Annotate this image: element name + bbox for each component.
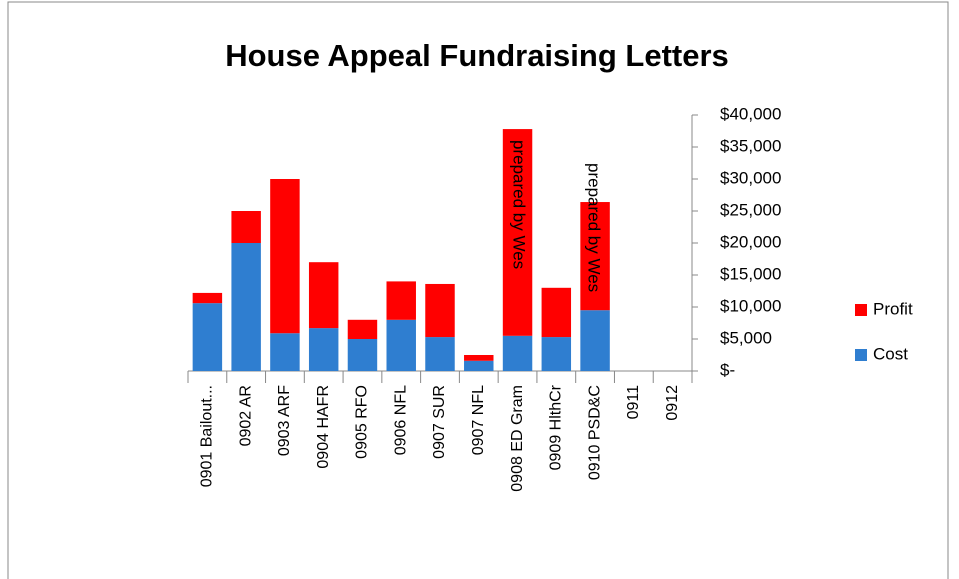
bar-segment — [308, 262, 339, 329]
bar-segment — [231, 211, 261, 243]
x-tick-label: 0911 — [625, 385, 642, 420]
y-tick-label: $- — [720, 360, 735, 379]
bar-segment — [347, 339, 378, 371]
x-tick-label: 0901 Bailout... — [199, 385, 216, 487]
y-tick-label: $15,000 — [720, 264, 781, 283]
bar-segment — [580, 202, 610, 311]
bar-segment — [541, 337, 572, 371]
bar-segment — [425, 283, 455, 338]
bar-segment — [231, 243, 261, 371]
legend-swatch — [855, 349, 867, 361]
x-tick-label: 0902 AR — [237, 385, 254, 446]
chart-frame — [7, 1, 949, 579]
legend-label: Cost — [873, 344, 908, 363]
bar-segment — [580, 310, 610, 371]
annotation: prepared by Wes — [585, 163, 604, 292]
x-tick-label: 0904 HAFR — [315, 385, 332, 469]
x-tick-label: 0906 NFL — [392, 385, 409, 455]
bar-segment — [502, 335, 533, 371]
bar-segment — [425, 337, 455, 371]
x-tick-label: 0903 ARF — [276, 385, 293, 456]
annotation: prepared by Wes — [510, 140, 529, 269]
x-tick-label: 0909 HlthCr — [548, 384, 565, 470]
x-tick-label: 0910 PSD&C — [586, 385, 603, 480]
bar-segment — [270, 179, 300, 334]
bar-segment — [192, 292, 223, 304]
bar-segment — [386, 319, 416, 371]
bar-segment — [308, 328, 339, 371]
x-tick-label: 0905 RFO — [354, 385, 371, 459]
x-tick-label: 0907 SUR — [431, 385, 448, 459]
bar-segment — [386, 281, 416, 320]
y-tick-label: $25,000 — [720, 200, 781, 219]
x-tick-label: 0912 — [664, 385, 681, 421]
x-tick-label: 0907 NFL — [470, 385, 487, 455]
bar-segment — [270, 333, 300, 371]
x-tick-label: 0908 ED Gram — [509, 385, 526, 492]
y-tick-label: $30,000 — [720, 168, 781, 187]
y-tick-label: $35,000 — [720, 136, 781, 155]
y-tick-label: $5,000 — [720, 328, 772, 347]
bar-segment — [541, 287, 572, 338]
legend-swatch — [855, 304, 867, 316]
y-tick-label: $10,000 — [720, 296, 781, 315]
bar-segment — [192, 303, 223, 371]
bar-segment — [502, 129, 533, 336]
bar-segment — [347, 319, 378, 339]
y-tick-label: $40,000 — [720, 104, 781, 123]
bar-segment — [464, 360, 494, 371]
y-tick-label: $20,000 — [720, 232, 781, 251]
bar-segment — [464, 355, 494, 361]
legend-label: Profit — [873, 299, 913, 318]
chart-title: House Appeal Fundraising Letters — [225, 38, 729, 73]
